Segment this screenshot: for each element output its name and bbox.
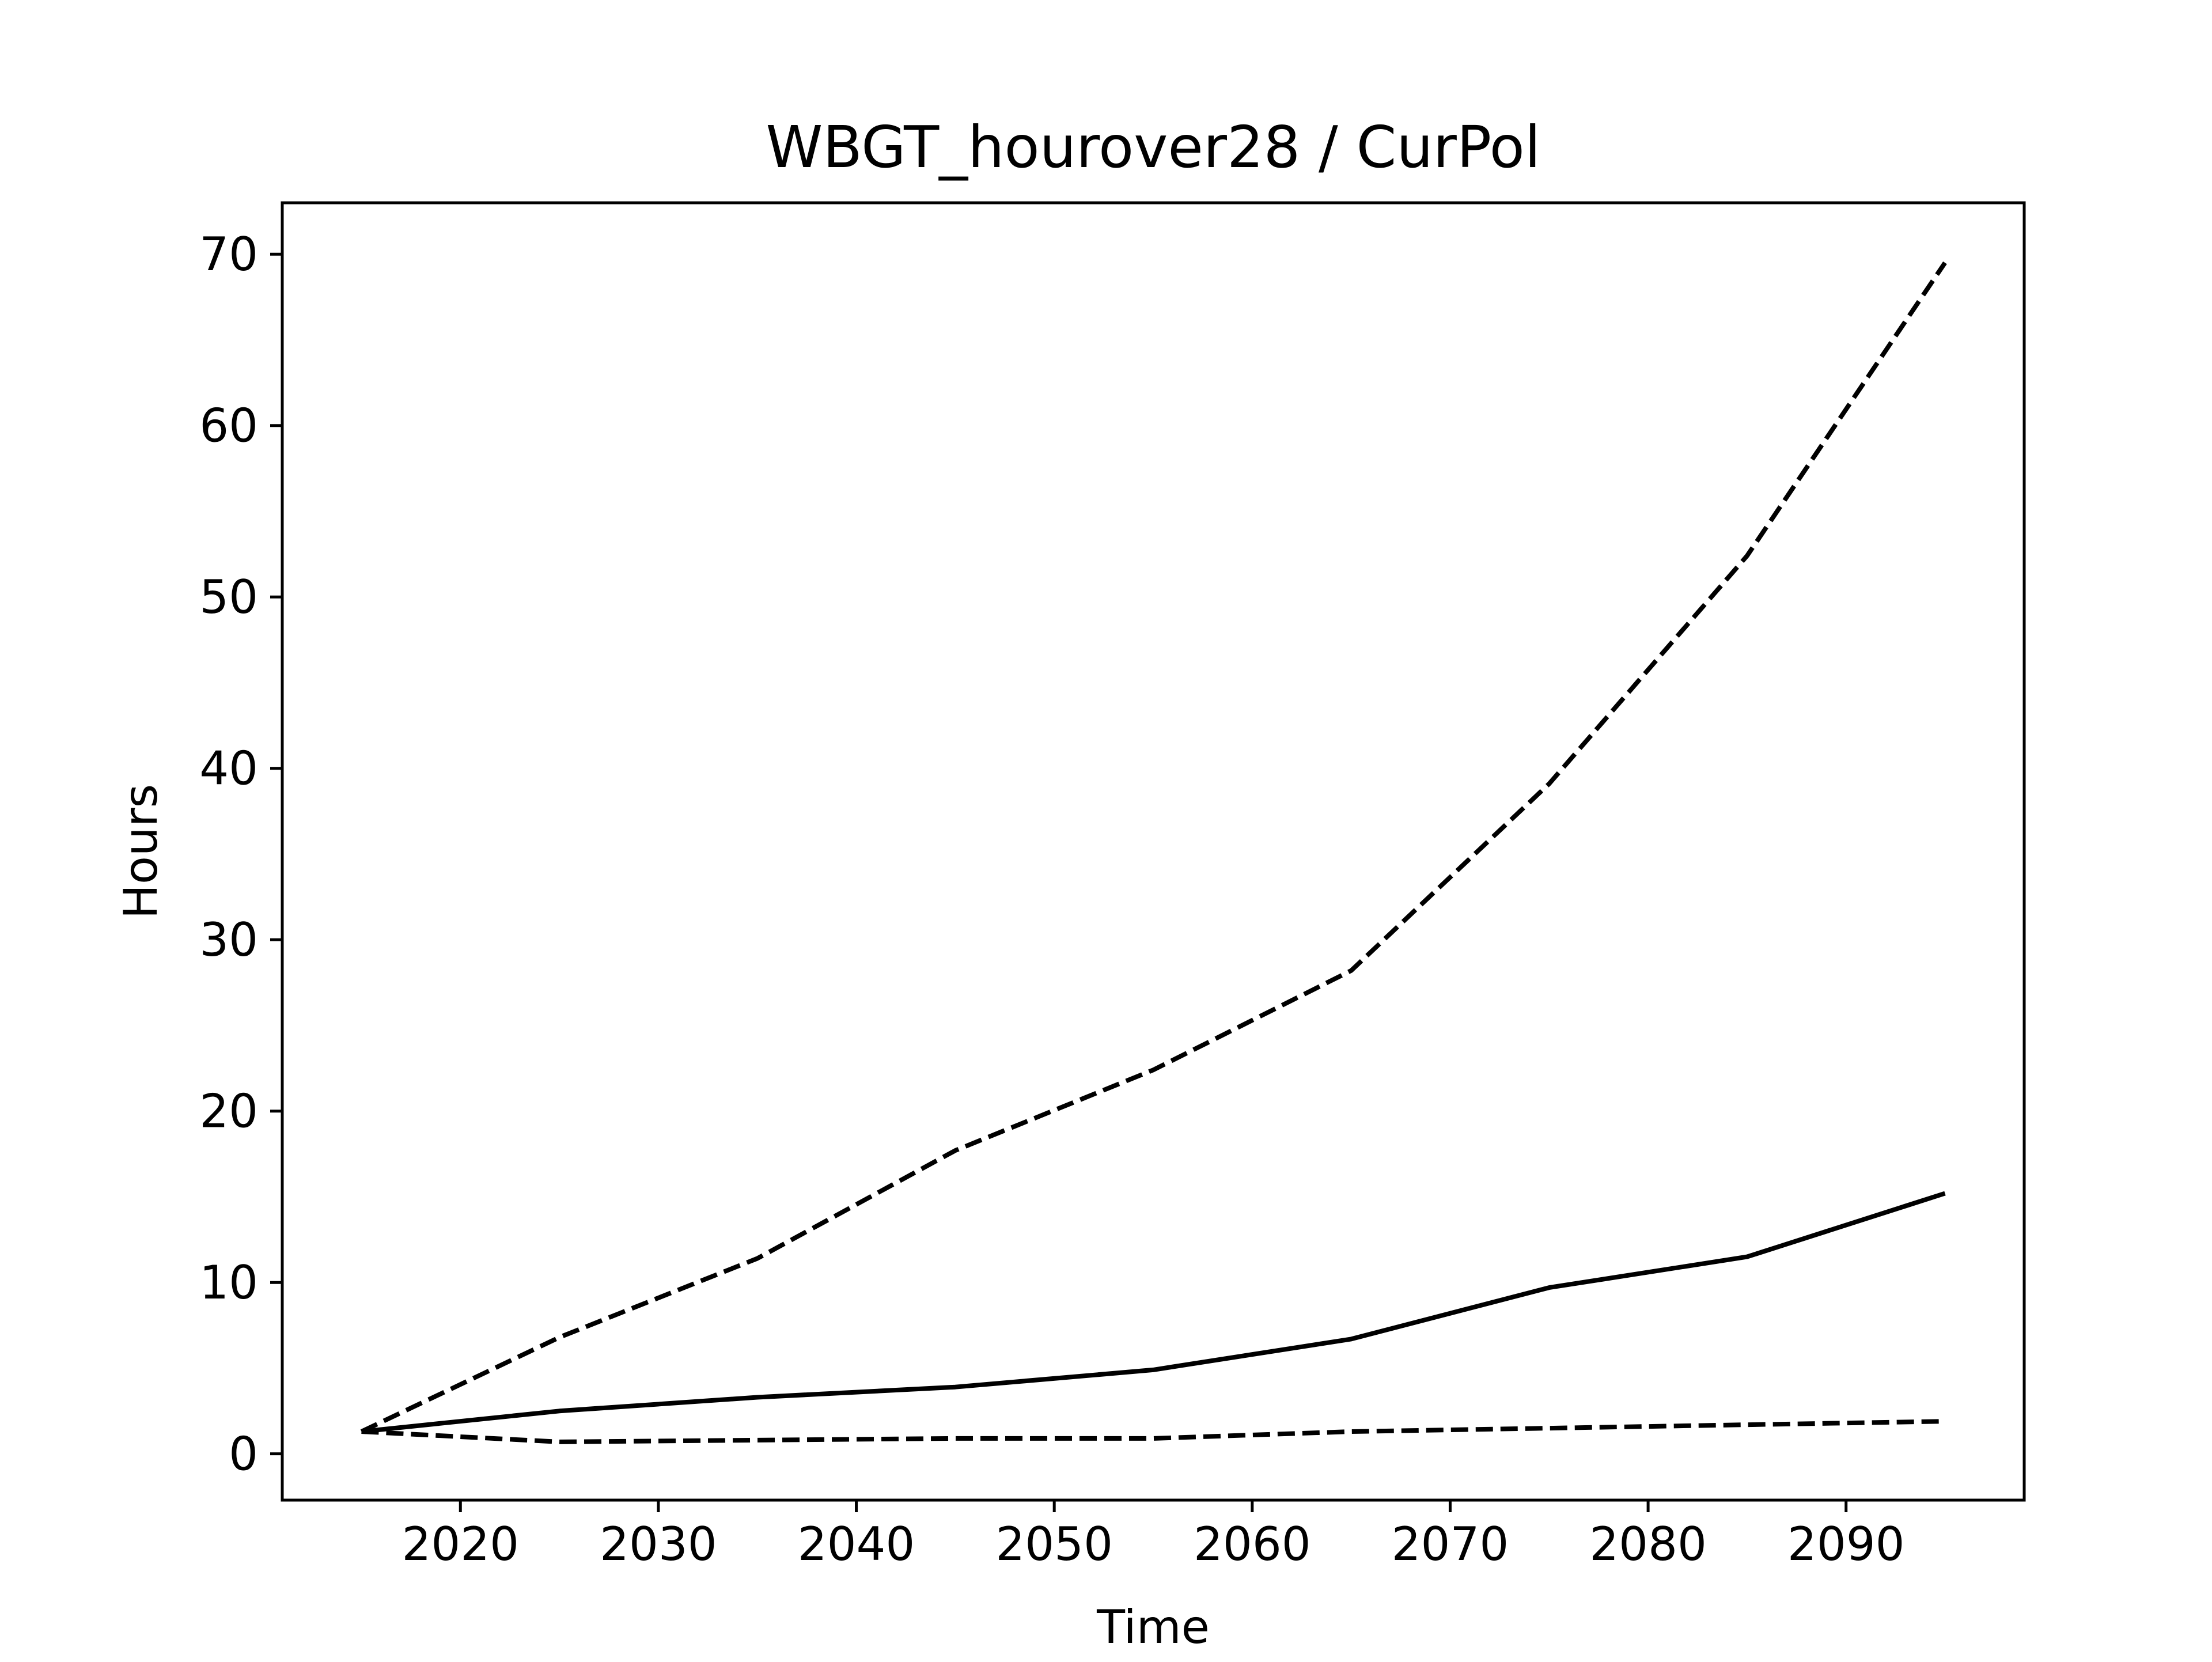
y-tick-label: 70 — [199, 228, 258, 281]
chart-title: WBGT_hourover28 / CurPol — [766, 113, 1540, 181]
x-tick-label: 2080 — [1589, 1517, 1707, 1571]
series-line-3 — [361, 1419, 1945, 1444]
y-tick-label: 20 — [199, 1085, 258, 1138]
plot-frame — [281, 201, 2026, 1502]
x-tick-label: 2070 — [1392, 1517, 1509, 1571]
x-tick-label: 2050 — [995, 1517, 1113, 1571]
y-tick-label: 40 — [199, 742, 258, 796]
x-tick-label: 2060 — [1194, 1517, 1311, 1571]
y-tick-label: 30 — [199, 913, 258, 967]
x-tick-label: 2040 — [798, 1517, 915, 1571]
series-line-1 — [360, 261, 1947, 1434]
y-tick-label: 50 — [199, 570, 258, 624]
y-tick-label: 10 — [199, 1256, 258, 1309]
series-layer — [360, 261, 1947, 1444]
x-tick-label: 2030 — [600, 1517, 717, 1571]
series-line-2 — [361, 1191, 1946, 1434]
x-axis: 2020 2030 2040 2050 2060 2070 2080 2090 — [402, 1500, 1905, 1571]
y-tick-label: 0 — [229, 1428, 258, 1481]
x-tick-label: 2090 — [1787, 1517, 1905, 1571]
y-axis: 0 10 20 30 40 50 60 70 — [199, 228, 282, 1481]
y-tick-label: 60 — [199, 399, 258, 453]
x-tick-label: 2020 — [402, 1517, 519, 1571]
x-axis-label: Time — [1096, 1600, 1210, 1654]
y-axis-label: Hours — [114, 784, 168, 919]
